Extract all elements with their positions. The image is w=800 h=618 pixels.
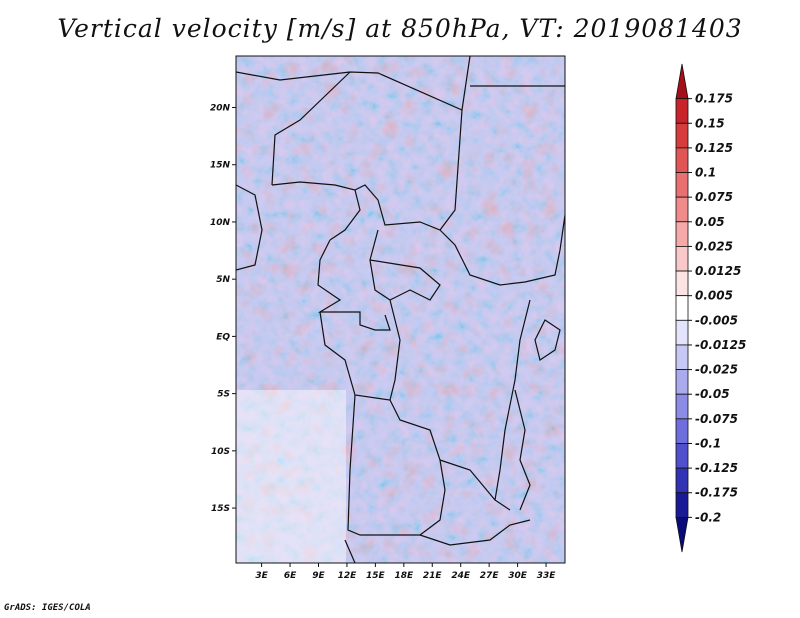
lat-tick-label: 5N (216, 275, 230, 285)
lat-tick-label: 5S (217, 390, 230, 400)
velocity-field (236, 56, 565, 563)
colorbar-swatch (675, 98, 689, 124)
colorbar-swatch (675, 270, 689, 297)
lat-tick-label: 20N (210, 104, 231, 114)
colorbar-label: 0.0125 (695, 264, 741, 278)
lat-tick-label: 10N (210, 218, 231, 228)
colorbar-label: -0.05 (695, 387, 730, 401)
colorbar-label: -0.025 (695, 363, 738, 377)
country-borders (236, 56, 565, 563)
lat-tick-label: 10S (211, 447, 230, 457)
colorbar-swatch (675, 443, 689, 469)
colorbar-swatch (675, 393, 689, 420)
colorbar-swatch (675, 467, 689, 494)
colorbar-swatch (675, 196, 689, 223)
lon-tick-label: 9E (312, 571, 325, 581)
colorbar-label: 0.005 (695, 289, 733, 303)
colorbar-swatch (675, 147, 689, 173)
colorbar-label: 0.025 (695, 239, 733, 253)
lon-tick-label: 33E (537, 571, 557, 581)
colorbar-swatch (675, 418, 689, 444)
colorbar-label: -0.075 (695, 412, 738, 426)
map-frame (235, 55, 566, 564)
colorbar-swatch (675, 246, 689, 272)
lat-tick-label: 15N (210, 161, 231, 171)
colorbar-label: -0.1 (695, 436, 721, 450)
colorbar-swatch (675, 122, 689, 149)
colorbar-swatch (675, 295, 689, 321)
latitude-ticks: 20N 15N 10N 5N EQ 5S 10S 15S (210, 104, 236, 514)
colorbar-label: 0.075 (695, 190, 733, 204)
colorbar-swatch (675, 344, 689, 370)
colorbar-label: 0.125 (695, 141, 733, 155)
colorbar-label: -0.175 (695, 486, 738, 500)
colorbar-swatch (675, 516, 689, 553)
colorbar-label: -0.005 (695, 313, 738, 327)
lon-tick-label: 21E (423, 571, 443, 581)
colorbar-label: 0.175 (695, 92, 733, 106)
footer-credit: GrADS: IGES/COLA (4, 603, 91, 613)
colorbar-label: -0.125 (695, 461, 738, 475)
colorbar-swatch (675, 221, 689, 247)
colorbar-swatch (675, 63, 689, 100)
colorbar-label: 0.1 (695, 166, 716, 180)
colorbar-swatch (675, 172, 689, 198)
map-title: Vertical velocity [m/s] at 850hPa, VT: 2… (57, 14, 743, 43)
colorbar-swatch (675, 369, 689, 395)
longitude-ticks: 3E 6E 9E 12E 15E 18E 21E 24E 27E 30E 33E (255, 563, 556, 581)
lon-tick-label: 12E (338, 571, 358, 581)
colorbar-swatch (675, 492, 689, 518)
lat-tick-label: EQ (216, 332, 230, 342)
lon-tick-label: 18E (394, 571, 414, 581)
map-panel: 20N 15N 10N 5N EQ 5S 10S 15S 3E 6E 9E 12E 15E 18E 21E… (210, 55, 566, 581)
lon-tick-label: 15E (366, 571, 386, 581)
lat-tick-label: 15S (211, 504, 230, 514)
lon-tick-label: 3E (255, 571, 268, 581)
lon-tick-label: 30E (508, 571, 528, 581)
lon-tick-label: 24E (451, 571, 471, 581)
colorbar-legend: 0.175 0.15 0.125 0.1 0.075 0.05 0.025 0.0125 0.0… (675, 63, 746, 553)
lon-tick-label: 27E (480, 571, 500, 581)
colorbar-label: -0.2 (695, 510, 721, 524)
colorbar-label: 0.15 (695, 116, 725, 130)
lon-tick-label: 6E (284, 571, 297, 581)
colorbar-label: -0.0125 (695, 338, 746, 352)
colorbar-swatch (675, 319, 689, 346)
colorbar-label: 0.05 (695, 215, 725, 229)
